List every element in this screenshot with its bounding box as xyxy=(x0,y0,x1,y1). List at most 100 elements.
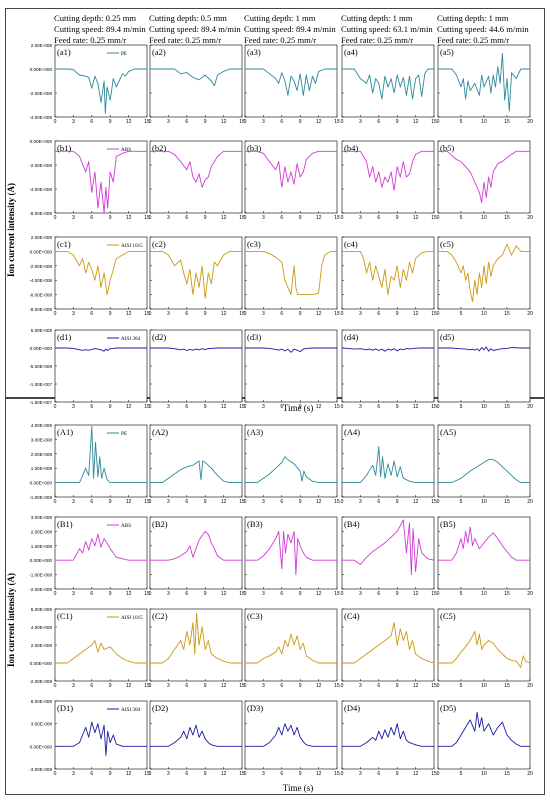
panel-frame-A2 xyxy=(149,424,243,498)
xtick-label-B1-0: 0 xyxy=(54,591,57,597)
series-line-D2 xyxy=(150,724,242,747)
series-line-d5 xyxy=(438,346,530,352)
xtick-label-a2-9: 9 xyxy=(204,119,207,125)
ytick-label-row8-2: 3.00E-008 xyxy=(31,722,53,727)
panel-frame-d2 xyxy=(149,329,243,403)
panel-label-D4: (D4) xyxy=(344,703,360,713)
xtick-label-a3-9: 9 xyxy=(299,119,302,125)
xtick-label-b4-15: 15 xyxy=(431,215,437,221)
xtick-label-B5-0: 0 xyxy=(437,591,440,597)
xtick-label-d1-15: 15 xyxy=(144,404,150,410)
series-line-A4 xyxy=(342,446,434,484)
ytick-label-row3-5: -6.00E-008 xyxy=(29,293,52,298)
ytick-label-row7-4: 0.00E+000 xyxy=(30,661,53,666)
panel-frame-B3 xyxy=(244,516,338,590)
xtick-label-c4-3: 3 xyxy=(359,311,362,317)
xtick-label-B1-12: 12 xyxy=(126,591,132,597)
series-line-A5 xyxy=(438,459,530,484)
series-line-D4 xyxy=(342,723,434,747)
panel-frame-B2 xyxy=(149,516,243,590)
ytick-label-row5-2: 3.00E-008 xyxy=(31,437,53,442)
xtick-label-C3-6: 6 xyxy=(280,683,283,689)
panel-label-C4: (C4) xyxy=(344,611,360,621)
panel-label-c5: (c5) xyxy=(440,239,454,249)
xtick-label-B4-3: 3 xyxy=(359,591,362,597)
xtick-label-b1-0: 0 xyxy=(54,215,57,221)
xtick-label-A1-15: 15 xyxy=(144,499,150,505)
legend-text-AISI-1015-row7: AISI 1015 xyxy=(121,615,143,621)
xtick-label-B2-12: 12 xyxy=(221,591,227,597)
panel-label-D2: (D2) xyxy=(152,703,168,713)
xtick-label-c5-5: 5 xyxy=(460,311,463,317)
xtick-label-d4-12: 12 xyxy=(413,404,419,410)
xtick-label-B3-3: 3 xyxy=(262,591,265,597)
panel-label-B1: (B1) xyxy=(57,519,73,529)
xtick-label-C5-10: 10 xyxy=(481,683,487,689)
xtick-label-b2-3: 3 xyxy=(167,215,170,221)
series-line-c4 xyxy=(342,250,434,296)
xtick-label-a2-12: 12 xyxy=(221,119,227,125)
xtick-label-A1-12: 12 xyxy=(126,499,132,505)
xtick-label-D3-15: 15 xyxy=(334,771,340,777)
xtick-label-D1-0: 0 xyxy=(54,771,57,777)
xtick-label-C5-0: 0 xyxy=(437,683,440,689)
legend-text-AISI-304-row8: AISI 304 xyxy=(121,707,141,713)
series-line-d4 xyxy=(341,347,434,352)
xtick-label-b5-0: 0 xyxy=(437,215,440,221)
ytick-label-row6-5: -1.00E-008 xyxy=(29,573,52,578)
column-header-1-line-3: Feed rate: 0.25 mm/r xyxy=(54,35,126,45)
xtick-label-d2-0: 0 xyxy=(149,404,152,410)
ytick-label-row3-1: 2.00E-008 xyxy=(31,235,53,240)
xtick-label-D5-10: 10 xyxy=(481,771,487,777)
xtick-label-C4-0: 0 xyxy=(341,683,344,689)
panel-label-c1: (c1) xyxy=(57,239,71,249)
xtick-label-C4-3: 3 xyxy=(359,683,362,689)
xtick-label-c1-6: 6 xyxy=(90,311,93,317)
legend-text-AISI-1015-row3: AISI 1015 xyxy=(121,243,143,249)
series-line-c5 xyxy=(438,243,530,303)
xtick-label-b4-9: 9 xyxy=(396,215,399,221)
xtick-label-c4-12: 12 xyxy=(413,311,419,317)
xtick-label-B4-15: 15 xyxy=(431,591,437,597)
series-line-B1 xyxy=(55,533,147,561)
xtick-label-C4-12: 12 xyxy=(413,683,419,689)
xtick-label-B5-15: 15 xyxy=(504,591,510,597)
xtick-label-a3-0: 0 xyxy=(244,119,247,125)
column-header-5-line-2: Cutting speed: 44.6 m/min xyxy=(437,24,529,34)
column-header-2-line-1: Cutting depth: 0.5 mm xyxy=(149,13,227,23)
xtick-label-C3-12: 12 xyxy=(316,683,322,689)
xtick-label-d1-3: 3 xyxy=(72,404,75,410)
series-line-A1 xyxy=(55,425,147,484)
xtick-label-c5-0: 0 xyxy=(437,311,440,317)
series-line-c3 xyxy=(245,250,337,296)
ytick-label-row5-3: 2.00E-008 xyxy=(31,452,53,457)
xlabel-bottom: Time (s) xyxy=(283,783,313,793)
series-line-b3 xyxy=(245,150,337,188)
xtick-label-a4-12: 12 xyxy=(413,119,419,125)
xtick-label-D3-12: 12 xyxy=(316,771,322,777)
xtick-label-A3-0: 0 xyxy=(244,499,247,505)
xtick-label-A5-20: 20 xyxy=(527,499,533,505)
series-line-d3 xyxy=(245,347,337,353)
xtick-label-A5-0: 0 xyxy=(437,499,440,505)
panel-label-d5: (d5) xyxy=(440,332,454,342)
panel-label-D3: (D3) xyxy=(247,703,263,713)
xtick-label-A2-15: 15 xyxy=(239,499,245,505)
xtick-label-c2-6: 6 xyxy=(185,311,188,317)
ytick-label-row7-5: -2.00E-008 xyxy=(29,679,52,684)
xtick-label-C3-15: 15 xyxy=(334,683,340,689)
panel-frame-A1 xyxy=(54,424,148,498)
panel-label-b4: (b4) xyxy=(344,143,358,153)
ytick-label-row1-4: -4.00E-008 xyxy=(29,115,52,120)
panel-frame-d4 xyxy=(341,329,435,403)
xtick-label-D1-15: 15 xyxy=(144,771,150,777)
xtick-label-C5-15: 15 xyxy=(504,683,510,689)
xtick-label-A3-15: 15 xyxy=(334,499,340,505)
legend-text-AISI-304-row4: AISI 304 xyxy=(121,336,141,342)
xtick-label-d3-3: 3 xyxy=(262,404,265,410)
xtick-label-B2-0: 0 xyxy=(149,591,152,597)
xtick-label-c3-15: 15 xyxy=(334,311,340,317)
panel-frame-a4 xyxy=(341,44,435,118)
xtick-label-C2-9: 9 xyxy=(204,683,207,689)
xtick-label-B1-9: 9 xyxy=(109,591,112,597)
